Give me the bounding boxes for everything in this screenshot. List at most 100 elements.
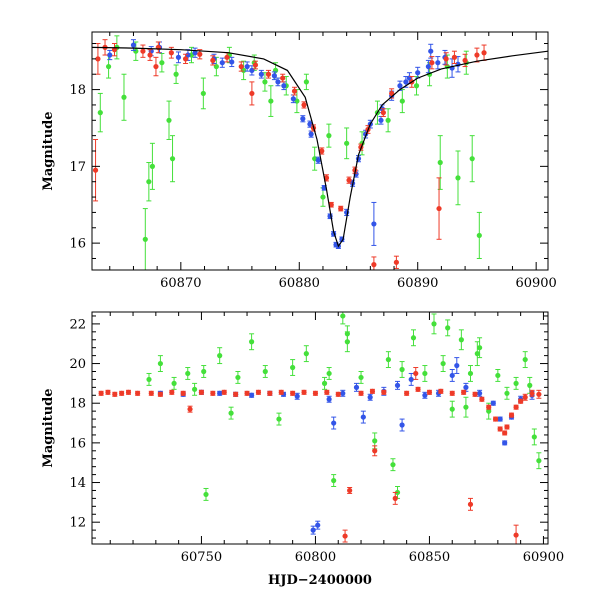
data-point <box>415 70 421 76</box>
data-point <box>187 406 193 412</box>
data-point <box>331 420 337 426</box>
data-point <box>449 390 455 396</box>
data-point <box>197 51 203 57</box>
data-point <box>294 393 300 399</box>
data-point <box>276 416 282 422</box>
data-point <box>358 374 364 381</box>
data-point <box>458 337 464 343</box>
data-point <box>385 356 391 363</box>
data-point <box>428 48 434 54</box>
data-point <box>413 83 420 89</box>
data-point <box>280 75 286 81</box>
data-point <box>393 259 399 265</box>
data-point <box>265 71 272 77</box>
data-point <box>198 389 205 395</box>
data-point <box>107 52 113 58</box>
y-axis-label: Magnitude <box>41 111 56 190</box>
data-point <box>435 60 441 66</box>
data-point <box>451 54 458 60</box>
data-point <box>522 394 528 400</box>
data-point <box>210 57 216 64</box>
data-point <box>221 389 227 395</box>
data-point <box>338 205 344 212</box>
data-point <box>300 116 306 122</box>
plot-area <box>98 312 542 544</box>
data-point <box>390 462 396 468</box>
data-point <box>249 90 255 97</box>
data-point <box>518 398 524 404</box>
data-point <box>182 56 189 62</box>
data-point <box>372 438 378 444</box>
data-point <box>358 390 364 396</box>
x-tick-label: 60900 <box>523 550 564 565</box>
data-point <box>105 63 112 70</box>
data-point <box>324 389 330 395</box>
data-point <box>157 360 163 367</box>
data-point <box>171 380 177 386</box>
series-0 <box>107 39 461 250</box>
data-point <box>425 63 431 70</box>
data-point <box>326 370 332 377</box>
series-0 <box>157 357 535 535</box>
data-point <box>536 391 542 397</box>
model-curve <box>92 46 548 248</box>
y-tick-label: 14 <box>69 476 86 491</box>
data-point <box>173 71 179 77</box>
data-point <box>228 410 234 416</box>
data-point <box>490 400 496 406</box>
data-point <box>323 175 330 181</box>
data-point <box>385 117 391 123</box>
x-tick-label: 60890 <box>397 276 438 291</box>
data-point <box>249 392 255 398</box>
data-point <box>394 382 401 388</box>
data-point <box>301 102 307 108</box>
data-point <box>502 430 508 436</box>
data-point <box>389 90 395 97</box>
data-point <box>347 487 353 494</box>
data-point <box>536 458 542 464</box>
y-tick-label: 16 <box>69 237 86 252</box>
series-1 <box>92 39 487 270</box>
data-point <box>148 390 154 396</box>
data-point <box>449 406 455 412</box>
data-point <box>497 416 503 422</box>
x-axis-label: HJD−2400000 <box>268 573 372 588</box>
data-point <box>180 390 186 396</box>
data-point <box>461 389 467 395</box>
data-point <box>437 159 443 166</box>
data-point <box>502 440 508 446</box>
data-point <box>175 54 182 60</box>
data-point <box>369 388 376 394</box>
panel-bottom: 60750 60800 60850 60900 12 14 16 18 20 22 Magnitud… <box>41 311 564 588</box>
data-point <box>469 156 475 162</box>
data-point <box>497 426 503 432</box>
series-1 <box>98 367 542 544</box>
data-point <box>449 372 455 379</box>
data-point <box>328 202 334 208</box>
data-point <box>308 131 314 137</box>
data-point <box>371 221 377 227</box>
data-point <box>403 79 409 85</box>
data-point <box>262 79 268 85</box>
data-point <box>531 434 537 440</box>
data-point <box>321 380 328 386</box>
data-point <box>422 370 428 377</box>
y-tick-label: 18 <box>69 397 86 412</box>
data-point <box>513 404 519 410</box>
data-point <box>399 422 405 428</box>
data-point <box>486 404 492 410</box>
data-point <box>290 96 296 102</box>
data-point <box>378 117 384 123</box>
data-point <box>476 232 482 239</box>
data-point <box>397 83 403 89</box>
data-point <box>443 56 449 62</box>
data-point <box>97 110 103 116</box>
data-point <box>267 390 273 396</box>
data-point <box>105 389 111 395</box>
data-point <box>371 262 377 268</box>
data-point <box>169 156 176 162</box>
data-point <box>463 404 469 410</box>
data-point <box>340 390 346 396</box>
data-point <box>353 384 360 390</box>
